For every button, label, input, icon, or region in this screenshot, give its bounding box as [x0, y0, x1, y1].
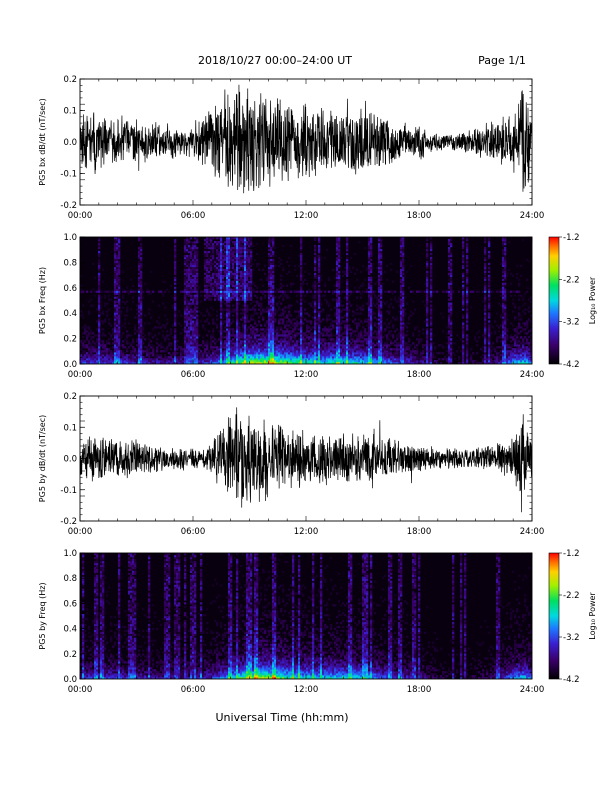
x-tick-label: 00:00	[68, 527, 93, 537]
y-axis-label: PG5 bx Freq (Hz)	[38, 267, 47, 334]
colorbar-tick-label: -3.2	[563, 318, 580, 328]
x-tick-label: 18:00	[407, 211, 432, 221]
y-tick-label: 1.0	[63, 233, 77, 243]
y-tick-label: 0.4	[63, 309, 77, 319]
y-tick-label: 0.0	[63, 360, 77, 370]
y-tick-label: 0.0	[63, 675, 77, 685]
x-tick-label: 24:00	[520, 527, 545, 537]
colorbar-label: Log₁₀ Power	[588, 276, 597, 324]
x-tick-label: 18:00	[407, 370, 432, 380]
colorbar-tick-label: -2.2	[563, 591, 580, 601]
waveform-trace	[80, 407, 532, 513]
y-tick-label: 0.8	[63, 574, 77, 584]
x-tick-label: 06:00	[181, 370, 206, 380]
colorbar-tick-label: -4.2	[563, 360, 580, 370]
y-tick-label: 0.2	[63, 392, 77, 402]
y-tick-label: 0.2	[63, 75, 77, 85]
waveform-trace	[80, 84, 532, 194]
x-tick-label: 12:00	[294, 527, 319, 537]
y-axis-label: PG5 bx dB/dt (nT/sec)	[38, 98, 47, 185]
colorbar-tick-label: -1.2	[563, 233, 580, 243]
y-tick-label: -0.1	[60, 486, 77, 496]
y-tick-label: 0.0	[63, 455, 77, 465]
x-tick-label: 12:00	[294, 370, 319, 380]
y-tick-label: 0.6	[63, 284, 77, 294]
colorbar-tick-label: -4.2	[563, 675, 580, 685]
spectrogram	[80, 553, 532, 679]
spectrogram	[80, 237, 532, 364]
x-tick-label: 24:00	[520, 370, 545, 380]
colorbar-tick-label: -1.2	[563, 549, 580, 559]
waveform	[80, 84, 532, 194]
y-tick-label: 0.8	[63, 258, 77, 268]
y-tick-label: 0.1	[63, 423, 77, 433]
panel-3: 00:00 06:00 12:00 18:00 24:00 0.2 0.1 0.0 -0.1 -0…	[38, 392, 544, 537]
y-tick-label: 0.2	[63, 650, 77, 660]
colorbar-label: Log₁₀ Power	[588, 592, 597, 640]
y-tick-label: 0.6	[63, 599, 77, 609]
y-axis-label: PG5 by dB/dt (nT/sec)	[38, 415, 47, 502]
x-axis-label: Universal Time (hh:mm)	[216, 711, 349, 724]
y-tick-label: 0.1	[63, 107, 77, 117]
y-tick-label: 0.2	[63, 335, 77, 345]
x-tick-label: 06:00	[181, 685, 206, 695]
y-axis-label: PG5 by Freq (Hz)	[38, 582, 47, 649]
x-tick-label: 24:00	[520, 685, 545, 695]
y-tick-label: 0.4	[63, 625, 77, 635]
x-tick-label: 12:00	[294, 685, 319, 695]
panel-2: -1.2 -2.2 -3.2 -4.2 Log₁₀ Power 00:00 06:00 12:…	[38, 233, 597, 380]
page-number: Page 1/1	[478, 54, 526, 67]
x-tick-label: 06:00	[181, 211, 206, 221]
colorbar	[548, 552, 560, 680]
x-tick-label: 12:00	[294, 211, 319, 221]
panel-1: 00:00 06:00 12:00 18:00 24:00 0.2 0.1 0.0 -0.1 -0…	[38, 75, 544, 221]
y-tick-label: -0.1	[60, 170, 77, 180]
panel-4: -1.2 -2.2 -3.2 -4.2 Log₁₀ Power 00:00 06:00 12:…	[38, 549, 597, 695]
x-tick-label: 18:00	[407, 527, 432, 537]
y-tick-label: 1.0	[63, 549, 77, 559]
x-tick-label: 18:00	[407, 685, 432, 695]
x-tick-label: 00:00	[68, 211, 93, 221]
x-tick-label: 06:00	[181, 527, 206, 537]
colorbar-tick-label: -3.2	[563, 633, 580, 643]
x-tick-label: 00:00	[68, 370, 93, 380]
y-tick-label: -0.2	[60, 517, 77, 527]
plot-frame	[79, 395, 533, 522]
colorbar	[548, 236, 560, 365]
y-tick-label: -0.2	[60, 201, 77, 211]
x-tick-label: 00:00	[68, 685, 93, 695]
y-tick-label: 0.0	[63, 138, 77, 148]
colorbar-tick-label: -2.2	[563, 275, 580, 285]
page-title: 2018/10/27 00:00–24:00 UT	[198, 54, 352, 67]
panels: 00:00 06:00 12:00 18:00 24:00 0.2 0.1 0.0 -0.1 -0…	[38, 75, 597, 695]
waveform	[80, 407, 532, 513]
x-tick-label: 24:00	[520, 211, 545, 221]
